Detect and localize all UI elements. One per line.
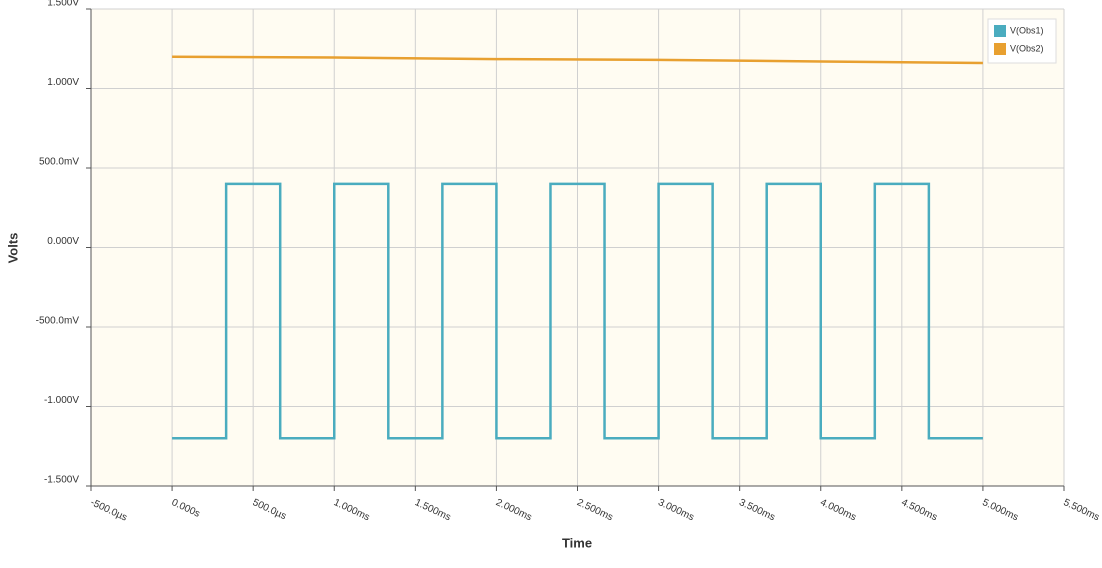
x-tick-label: 3.000ms bbox=[656, 497, 695, 523]
y-tick-label: 0.000V bbox=[47, 236, 79, 247]
x-tick-label: 1.500ms bbox=[413, 497, 452, 523]
x-tick-label: 2.500ms bbox=[575, 497, 614, 523]
legend-label: V(Obs1) bbox=[1010, 25, 1044, 35]
x-tick-label: -500.0µs bbox=[89, 497, 129, 524]
x-tick-label: 1.000ms bbox=[332, 497, 371, 523]
y-tick-label: -1.500V bbox=[44, 475, 79, 486]
y-tick-label: -500.0mV bbox=[36, 316, 80, 327]
y-tick-label: 500.0mV bbox=[39, 157, 79, 168]
x-tick-label: 4.000ms bbox=[818, 497, 857, 523]
legend-swatch bbox=[994, 25, 1006, 37]
x-tick-label: 5.500ms bbox=[1062, 497, 1101, 523]
x-tick-label: 0.000s bbox=[170, 497, 202, 520]
y-tick-label: -1.000V bbox=[44, 395, 79, 406]
y-axis-label: Volts bbox=[5, 233, 20, 264]
y-tick-label: 1.500V bbox=[47, 0, 79, 9]
x-tick-label: 2.000ms bbox=[494, 497, 533, 523]
line bbox=[172, 55, 983, 65]
x-tick-label: 4.500ms bbox=[899, 497, 938, 523]
x-tick-label: 500.0µs bbox=[251, 497, 288, 522]
y-tick-label: 1.000V bbox=[47, 77, 79, 88]
x-axis-label: Time bbox=[562, 535, 592, 550]
legend-label: V(Obs2) bbox=[1010, 43, 1044, 53]
line bbox=[172, 182, 983, 440]
x-tick-label: 3.500ms bbox=[737, 497, 776, 523]
x-tick-label: 5.000ms bbox=[981, 497, 1020, 523]
legend-swatch bbox=[994, 43, 1006, 55]
